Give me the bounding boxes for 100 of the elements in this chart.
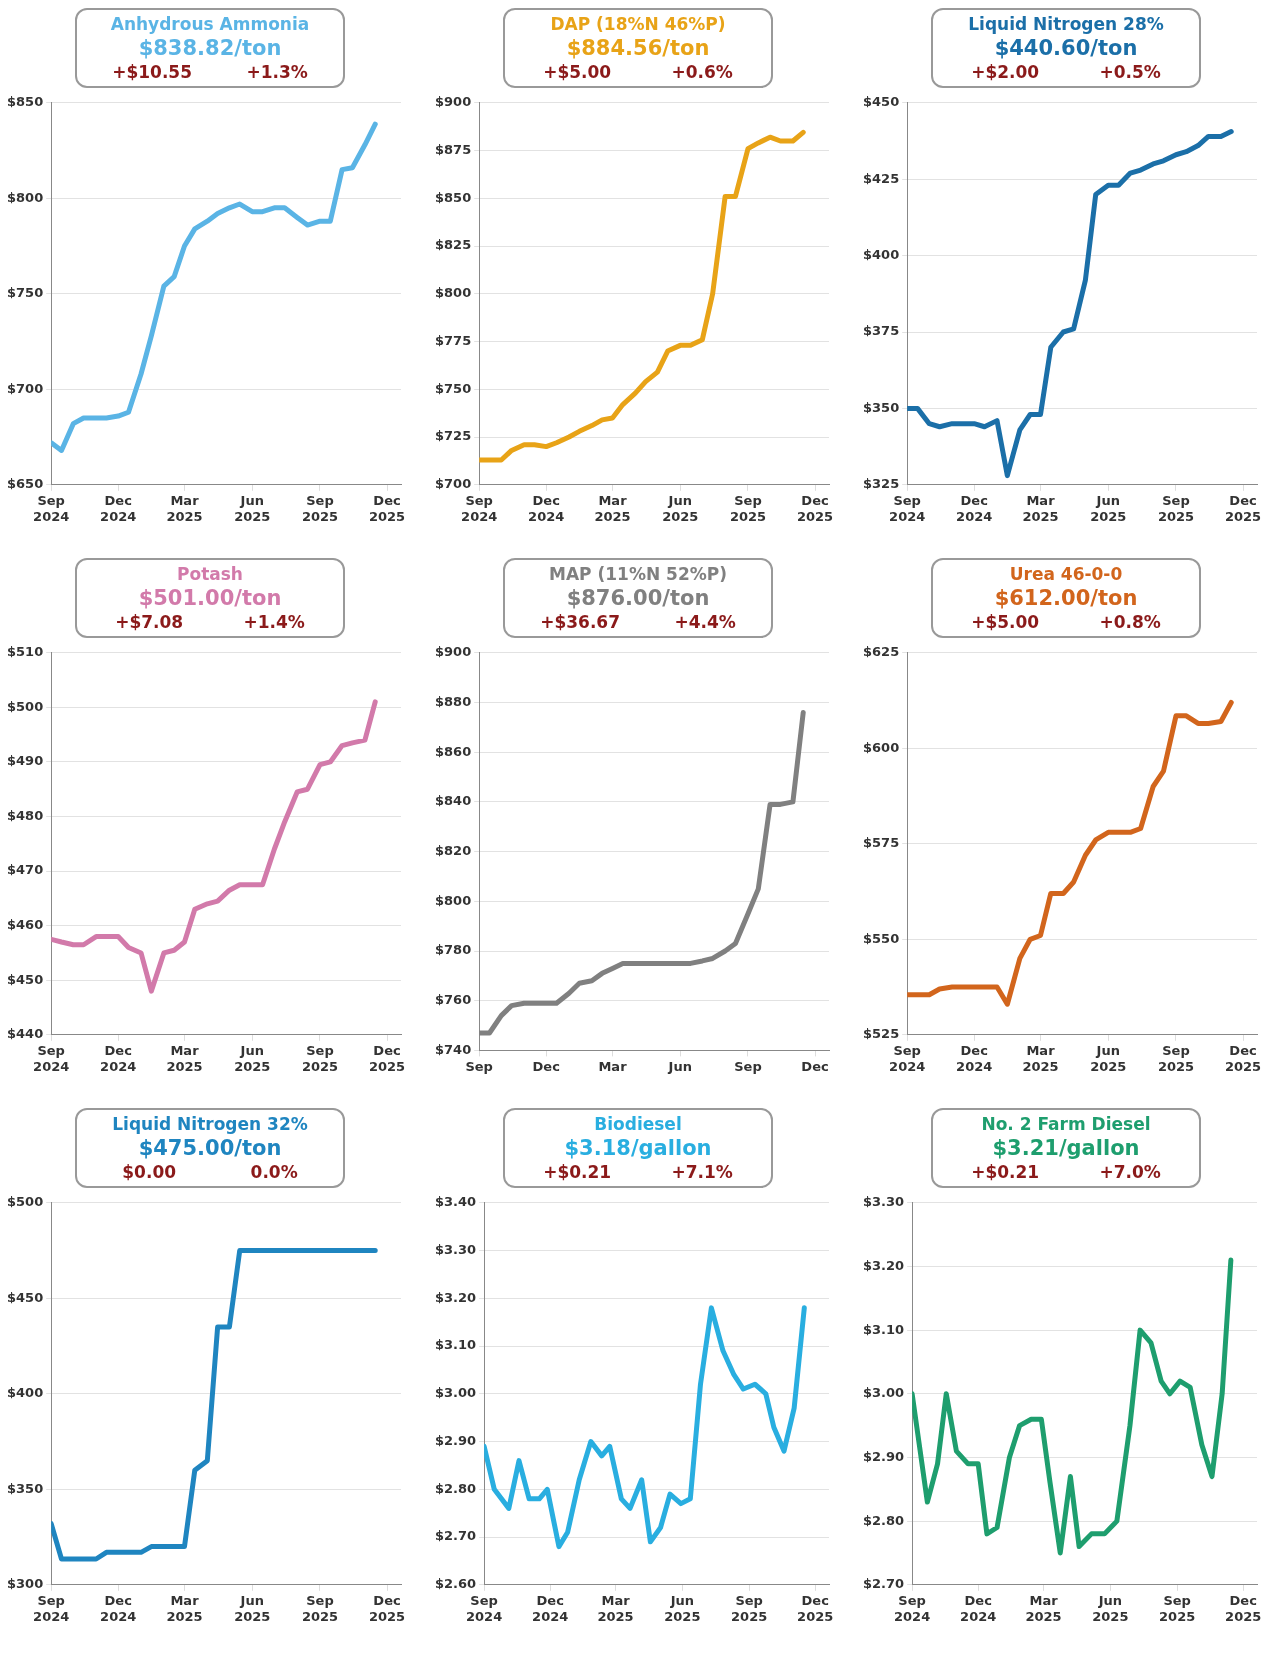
y-tick-label: $510 (6, 644, 44, 660)
x-tick-label: Mar 2025 (1025, 1592, 1062, 1624)
x-tick-label: Mar 2025 (1022, 492, 1059, 524)
y-tick-label: $300 (6, 1576, 44, 1592)
text: +$10.55 (112, 62, 193, 82)
y-tick-label: $575 (862, 835, 900, 851)
y-tick-label: $440 (6, 1026, 44, 1042)
y-tick-label: $350 (862, 399, 900, 415)
x-tick-label: Mar (598, 1058, 628, 1074)
x-tick-label: Mar 2025 (594, 492, 631, 524)
y-tick-label: $400 (6, 1385, 44, 1401)
chart-subtitle: $612.00/ton (993, 586, 1139, 610)
text: +7.0% (1099, 1162, 1161, 1182)
x-tick-label: Dec 2025 (368, 1042, 406, 1074)
text: +$0.21 (543, 1162, 612, 1182)
x-tick-label: Dec 2024 (100, 1042, 137, 1074)
x-tick-label: Jun 2025 (234, 1042, 271, 1074)
y-tick-label: $2.80 (863, 1512, 905, 1528)
y-tick-label: $450 (6, 971, 44, 987)
text: +$36.67 (540, 612, 621, 632)
x-tick-label: Sep 2025 (1157, 492, 1195, 524)
y-tick-label: $550 (862, 930, 900, 946)
y-tick-label: $740 (434, 1041, 472, 1057)
y-tick-label: $425 (862, 170, 900, 186)
y-tick-label: $700 (6, 380, 44, 396)
x-tick-label: Jun 2025 (664, 1592, 701, 1624)
x-tick-label: Sep 2025 (301, 1592, 339, 1624)
chart-title: DAP (18%N 46%P) (549, 14, 727, 34)
x-tick-label: Dec 2025 (1224, 492, 1262, 524)
text: +$0.21 (971, 1162, 1040, 1182)
x-tick-label: Dec 2025 (797, 1592, 834, 1624)
chart-subtitle: $838.82/ton (137, 36, 283, 60)
y-tick-label: $860 (434, 743, 472, 759)
x-tick-label: Sep (465, 1058, 493, 1074)
y-tick-label: $840 (434, 793, 472, 809)
x-tick-label: Sep 2024 (33, 1042, 70, 1074)
text: +$2.00 (971, 62, 1040, 82)
x-tick-label: Dec (801, 1058, 829, 1074)
y-tick-label: $750 (434, 380, 472, 396)
y-tick-label: $3.10 (863, 1321, 905, 1337)
text: +4.4% (674, 612, 736, 632)
x-tick-label: Dec 2025 (368, 492, 406, 524)
x-tick-label: Mar 2025 (597, 1592, 634, 1624)
y-tick-label: $400 (862, 246, 900, 262)
y-tick-label: $3.40 (435, 1194, 477, 1210)
y-tick-label: $775 (434, 332, 472, 348)
x-tick-label: Sep 2024 (33, 492, 70, 524)
chart-subtitle: $3.18/gallon (563, 1136, 713, 1160)
x-tick-label: Sep 2024 (889, 492, 926, 524)
x-tick-label: Sep 2024 (894, 1592, 931, 1624)
x-tick-label: Sep 2025 (301, 1042, 339, 1074)
y-tick-label: $3.00 (863, 1385, 905, 1401)
y-tick-label: $470 (6, 862, 44, 878)
chart-title: Liquid Nitrogen 32% (111, 1114, 309, 1134)
text: +0.5% (1099, 62, 1161, 82)
text: 0.0% (250, 1162, 298, 1182)
y-tick-label: $780 (434, 942, 472, 958)
y-tick-label: $3.30 (863, 1194, 905, 1210)
y-tick-label: $480 (6, 807, 44, 823)
y-tick-label: $875 (434, 141, 472, 157)
x-tick-label: Sep (734, 1058, 762, 1074)
x-tick-label: Sep 2024 (889, 1042, 926, 1074)
y-tick-label: $500 (6, 698, 44, 714)
x-tick-label: Dec 2024 (956, 492, 993, 524)
x-tick-label: Sep 2024 (466, 1592, 503, 1624)
y-tick-label: $2.80 (435, 1480, 477, 1496)
x-tick-label: Jun 2025 (1092, 1592, 1129, 1624)
x-tick-label: Mar 2025 (166, 1592, 203, 1624)
chart-subtitle: $884.56/ton (565, 36, 711, 60)
y-tick-label: $750 (6, 285, 44, 301)
y-tick-label: $800 (6, 189, 44, 205)
text: +1.3% (246, 62, 308, 82)
chart-subtitle: $876.00/ton (565, 586, 711, 610)
x-tick-label: Dec 2024 (532, 1592, 569, 1624)
y-tick-label: $350 (6, 1480, 44, 1496)
y-tick-label: $850 (434, 189, 472, 205)
x-tick-label: Dec 2025 (1225, 1592, 1262, 1624)
y-tick-label: $450 (862, 94, 900, 110)
y-tick-label: $375 (862, 323, 900, 339)
x-tick-label: Jun 2025 (234, 1592, 271, 1624)
y-tick-label: $820 (434, 842, 472, 858)
y-tick-label: $450 (6, 1289, 44, 1305)
y-tick-label: $800 (434, 892, 472, 908)
text: +$7.08 (115, 612, 184, 632)
y-tick-label: $525 (862, 1026, 900, 1042)
text: +0.8% (1099, 612, 1161, 632)
x-tick-label: Dec 2024 (960, 1592, 997, 1624)
text: +$5.00 (543, 62, 612, 82)
text: $0.00 (122, 1162, 177, 1182)
chart-subtitle: $440.60/ton (993, 36, 1139, 60)
x-tick-label: Dec 2025 (796, 492, 834, 524)
x-tick-label: Jun 2025 (234, 492, 271, 524)
text: +0.6% (671, 62, 733, 82)
chart-subtitle: $501.00/ton (137, 586, 283, 610)
chart-title: Urea 46-0-0 (1008, 564, 1124, 584)
chart-title: Anhydrous Ammonia (109, 14, 311, 34)
y-tick-label: $325 (862, 476, 900, 492)
y-tick-label: $460 (6, 917, 44, 933)
x-tick-label: Jun 2025 (662, 492, 699, 524)
y-tick-label: $800 (434, 285, 472, 301)
